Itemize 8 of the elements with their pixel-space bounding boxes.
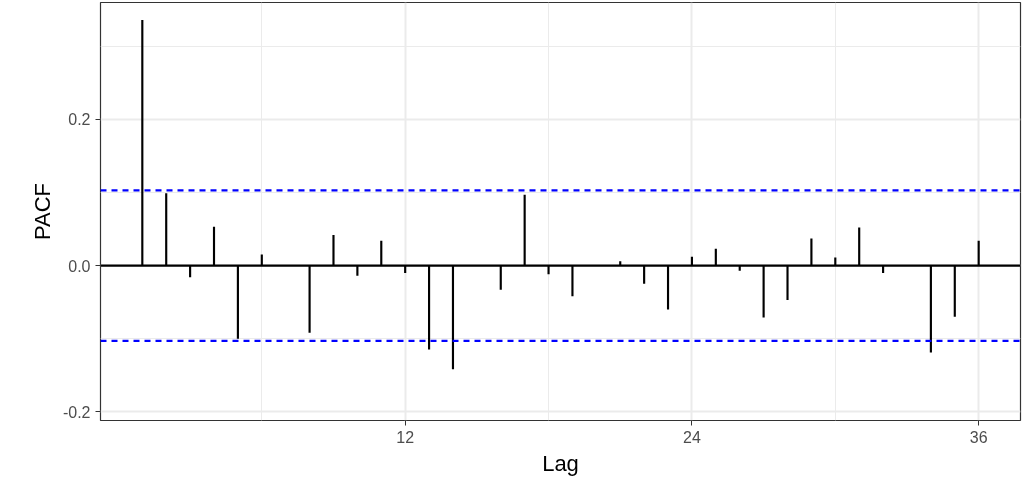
- x-tick-label: 24: [683, 428, 701, 446]
- y-tick-label: 0.0: [68, 257, 91, 275]
- y-tick-label: 0.2: [68, 111, 91, 129]
- x-tick-label: 12: [396, 428, 415, 446]
- y-axis-title: PACF: [29, 182, 55, 241]
- x-axis-title: Lag: [542, 450, 579, 476]
- x-tick-label: 36: [969, 428, 988, 446]
- y-tick-label: -0.2: [62, 403, 91, 421]
